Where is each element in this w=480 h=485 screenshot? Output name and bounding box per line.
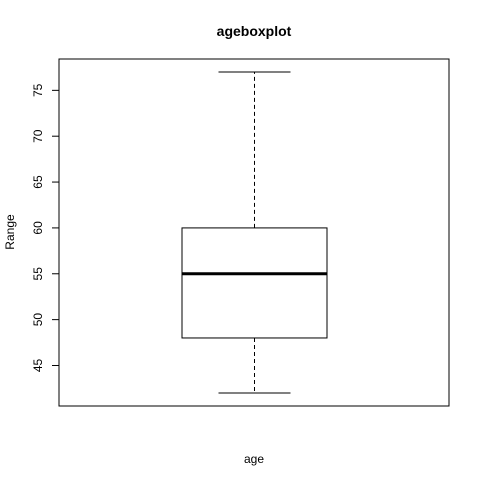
y-tick-label: 60 bbox=[31, 221, 45, 235]
y-tick-label: 45 bbox=[31, 358, 45, 372]
y-tick-label: 55 bbox=[31, 267, 45, 281]
y-axis-ticks: 45 50 55 60 65 70 75 bbox=[31, 83, 59, 372]
box-group bbox=[181, 71, 328, 394]
y-axis-label: Range bbox=[3, 214, 17, 250]
y-tick-label: 75 bbox=[31, 83, 45, 97]
chart-title: ageboxplot bbox=[217, 23, 292, 39]
y-tick-label: 50 bbox=[31, 313, 45, 327]
y-tick-label: 65 bbox=[31, 175, 45, 189]
x-axis-label: age bbox=[244, 452, 264, 466]
y-tick-label: 70 bbox=[31, 129, 45, 143]
boxplot-series bbox=[181, 71, 328, 394]
iqr-box bbox=[181, 227, 328, 339]
